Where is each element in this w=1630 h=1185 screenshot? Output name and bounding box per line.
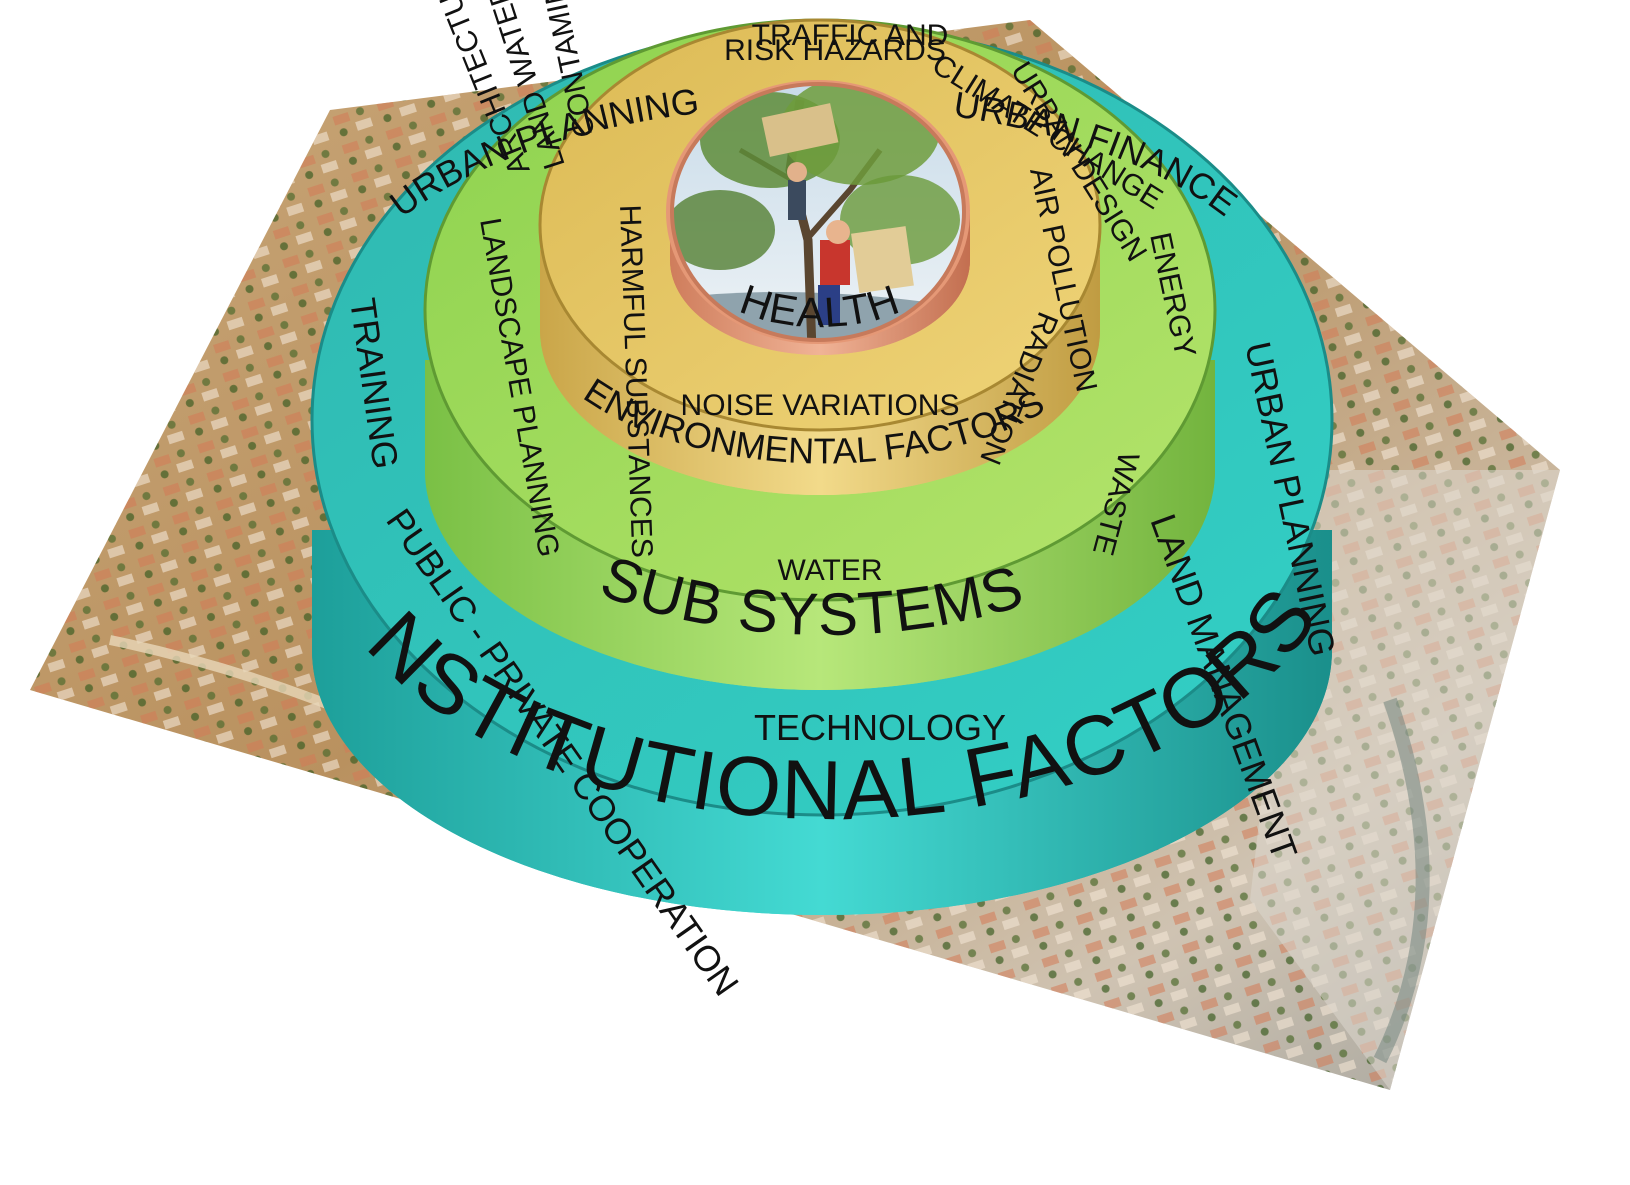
label-water: WATER [778, 554, 883, 587]
label-risk-hazards: RISK HAZARDS [724, 34, 946, 67]
tree-with-children-photo [672, 84, 964, 340]
health-core [666, 80, 970, 355]
label-traffic: TRAFFIC AND [752, 19, 949, 52]
label-noise-variations: NOISE VARIATIONS [681, 389, 960, 422]
label-technology: TECHNOLOGY [754, 707, 1006, 748]
